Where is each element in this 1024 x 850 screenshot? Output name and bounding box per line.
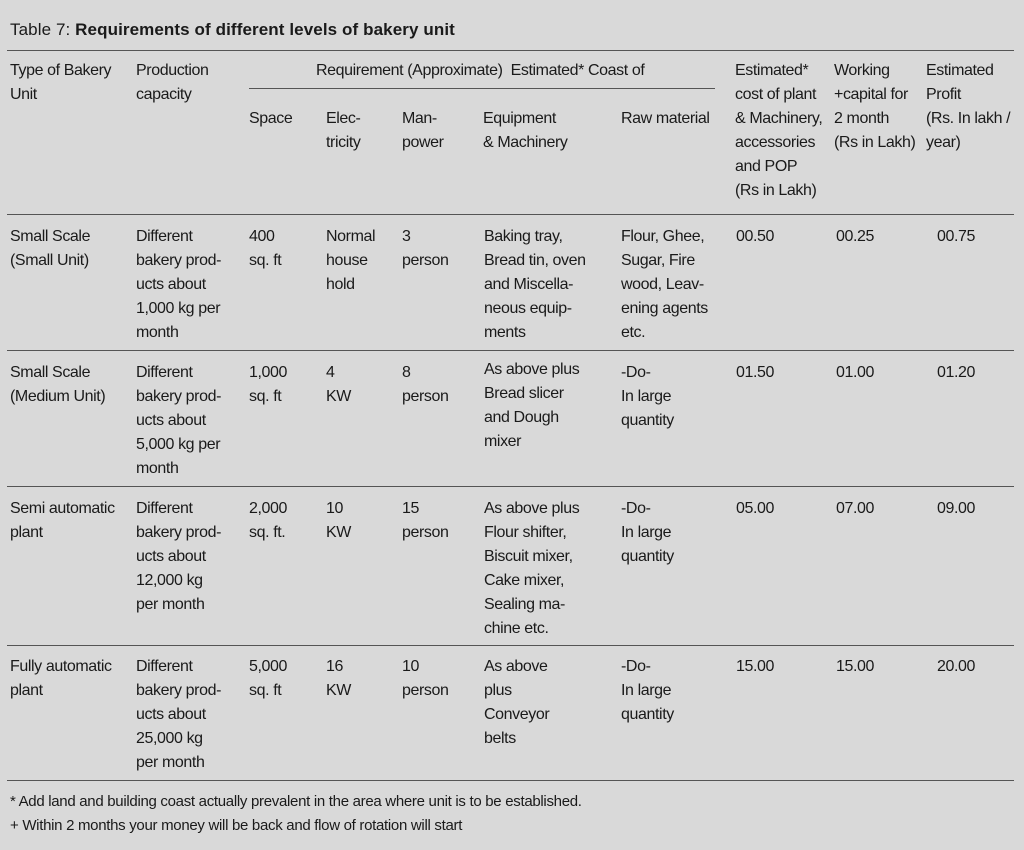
cell-plant-cost: 15.00 bbox=[736, 658, 775, 675]
row-rule-1 bbox=[7, 350, 1014, 351]
table-title: Table 7: Requirements of different level… bbox=[10, 20, 455, 40]
header-raw-material: Raw material bbox=[621, 110, 710, 127]
cell-profit: 20.00 bbox=[937, 658, 976, 675]
table-title-prefix: Table 7: bbox=[10, 20, 76, 39]
table-title-bold: Requirements of different levels of bake… bbox=[75, 20, 455, 39]
row-rule-3 bbox=[7, 645, 1014, 646]
header-manpower: Man- power bbox=[402, 110, 444, 151]
header-electricity: Elec- tricity bbox=[326, 110, 361, 151]
cell-space: 1,000 sq. ft bbox=[249, 364, 288, 405]
cell-production: Different bakery prod- ucts about 5,000 … bbox=[136, 364, 222, 477]
cell-manpower: 8 person bbox=[402, 364, 449, 405]
cell-electricity: 10 KW bbox=[326, 500, 351, 541]
header-type: Type of Bakery Unit bbox=[10, 62, 112, 103]
cell-raw-material: -Do- In large quantity bbox=[621, 500, 674, 565]
cell-equipment: Baking tray, Bread tin, oven and Miscell… bbox=[484, 228, 586, 341]
header-working-capital: Working +capital for 2 month (Rs in Lakh… bbox=[834, 62, 916, 151]
cell-raw-material: Flour, Ghee, Sugar, Fire wood, Leav- eni… bbox=[621, 228, 708, 341]
cell-plant-cost: 05.00 bbox=[736, 500, 775, 517]
header-equipment: Equipment & Machinery bbox=[483, 110, 568, 151]
header-requirement-group: Requirement (Approximate) Estimated* Coa… bbox=[316, 62, 645, 79]
header-production: Production capacity bbox=[136, 62, 209, 103]
cell-working-capital: 15.00 bbox=[836, 658, 875, 675]
cell-space: 400 sq. ft bbox=[249, 228, 282, 269]
cell-plant-cost: 00.50 bbox=[736, 228, 775, 245]
bottom-rule bbox=[7, 780, 1014, 781]
cell-type: Small Scale (Medium Unit) bbox=[10, 364, 106, 405]
cell-equipment: As above plus Flour shifter, Biscuit mix… bbox=[484, 500, 580, 637]
row-rule-2 bbox=[7, 486, 1014, 487]
cell-profit: 00.75 bbox=[937, 228, 976, 245]
header-profit: Estimated Profit (Rs. In lakh / year) bbox=[926, 62, 1011, 151]
cell-profit: 01.20 bbox=[937, 364, 976, 381]
cell-type: Fully automatic plant bbox=[10, 658, 112, 699]
cell-electricity: 16 KW bbox=[326, 658, 351, 699]
cell-manpower: 10 person bbox=[402, 658, 449, 699]
cell-production: Different bakery prod- ucts about 25,000… bbox=[136, 658, 222, 771]
cell-type: Semi automatic plant bbox=[10, 500, 115, 541]
footnote-rotation: + Within 2 months your money will be bac… bbox=[10, 817, 463, 834]
cell-profit: 09.00 bbox=[937, 500, 976, 517]
cell-working-capital: 07.00 bbox=[836, 500, 875, 517]
cell-raw-material: -Do- In large quantity bbox=[621, 364, 674, 429]
cell-manpower: 15 person bbox=[402, 500, 449, 541]
cell-working-capital: 01.00 bbox=[836, 364, 875, 381]
cell-plant-cost: 01.50 bbox=[736, 364, 775, 381]
cell-electricity: 4 KW bbox=[326, 364, 351, 405]
header-plant-cost: Estimated* cost of plant & Machinery, ac… bbox=[735, 62, 823, 199]
cell-production: Different bakery prod- ucts about 1,000 … bbox=[136, 228, 222, 341]
top-rule bbox=[7, 50, 1014, 51]
group-rule bbox=[249, 88, 715, 89]
header-bottom-rule bbox=[7, 214, 1014, 215]
cell-space: 5,000 sq. ft bbox=[249, 658, 288, 699]
cell-type: Small Scale (Small Unit) bbox=[10, 228, 91, 269]
footnote-land: * Add land and building coast actually p… bbox=[10, 793, 582, 810]
cell-space: 2,000 sq. ft. bbox=[249, 500, 288, 541]
cell-raw-material: -Do- In large quantity bbox=[621, 658, 674, 723]
cell-working-capital: 00.25 bbox=[836, 228, 875, 245]
cell-equipment: As above plus Bread slicer and Dough mix… bbox=[484, 361, 580, 450]
cell-manpower: 3 person bbox=[402, 228, 449, 269]
cell-electricity: Normal house hold bbox=[326, 228, 376, 293]
header-space: Space bbox=[249, 110, 293, 127]
cell-equipment: As above plus Conveyor belts bbox=[484, 658, 550, 747]
cell-production: Different bakery prod- ucts about 12,000… bbox=[136, 500, 222, 613]
